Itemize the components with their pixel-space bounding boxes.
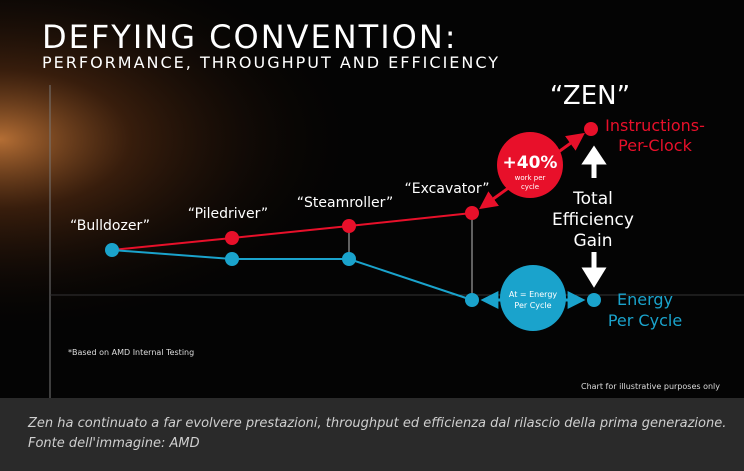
node xyxy=(225,231,239,245)
node xyxy=(465,293,479,307)
up-arrow xyxy=(581,145,607,178)
efficiency-label: Efficiency xyxy=(552,210,634,230)
ipc-note: work per xyxy=(515,174,546,182)
subtitle: PERFORMANCE, THROUGHPUT AND EFFICIENCY xyxy=(42,53,500,72)
energy-note: Per Cycle xyxy=(514,301,551,310)
node xyxy=(587,293,601,307)
node xyxy=(465,206,479,220)
ipc-badge xyxy=(497,132,563,198)
energy-label: Energy xyxy=(617,290,673,309)
title: DEFYING CONVENTION: xyxy=(42,18,458,56)
ipc-note: cycle xyxy=(521,183,539,191)
efficiency-label: Total xyxy=(572,189,613,209)
ipc-label: Instructions- xyxy=(605,116,705,135)
footnote: *Based on AMD Internal Testing xyxy=(68,348,194,357)
caption-line: Zen ha continuato a far evolvere prestaz… xyxy=(28,416,727,431)
slide: DEFYING CONVENTION: PERFORMANCE, THROUGH… xyxy=(0,0,744,398)
glow xyxy=(0,0,744,398)
node xyxy=(342,252,356,266)
node xyxy=(105,243,119,257)
caption: Zen ha continuato a far evolvere prestaz… xyxy=(0,398,744,471)
disclaimer: Chart for illustrative purposes only xyxy=(581,382,720,391)
node-label: “Steamroller” xyxy=(297,195,393,211)
down-arrow xyxy=(581,252,607,288)
performance-line xyxy=(111,212,473,251)
energy-line xyxy=(111,249,473,301)
zen-label: “ZEN” xyxy=(550,81,630,111)
energy-label: Per Cycle xyxy=(608,311,682,330)
energy-note: At = Energy xyxy=(509,290,558,299)
node xyxy=(225,252,239,266)
ipc-value: +40% xyxy=(503,153,558,173)
node-label: “Piledriver” xyxy=(188,206,268,222)
efficiency-label: Gain xyxy=(573,231,612,251)
node-label: “Excavator” xyxy=(405,181,490,197)
node-label: “Bulldozer” xyxy=(70,218,150,234)
node xyxy=(342,219,356,233)
node xyxy=(584,122,598,136)
ipc-label: Per-Clock xyxy=(618,136,692,155)
caption-line: Fonte dell'immagine: AMD xyxy=(28,436,200,451)
energy-badge xyxy=(500,265,566,331)
